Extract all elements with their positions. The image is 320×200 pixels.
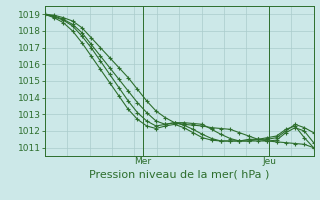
X-axis label: Pression niveau de la mer( hPa ): Pression niveau de la mer( hPa )	[89, 169, 269, 179]
